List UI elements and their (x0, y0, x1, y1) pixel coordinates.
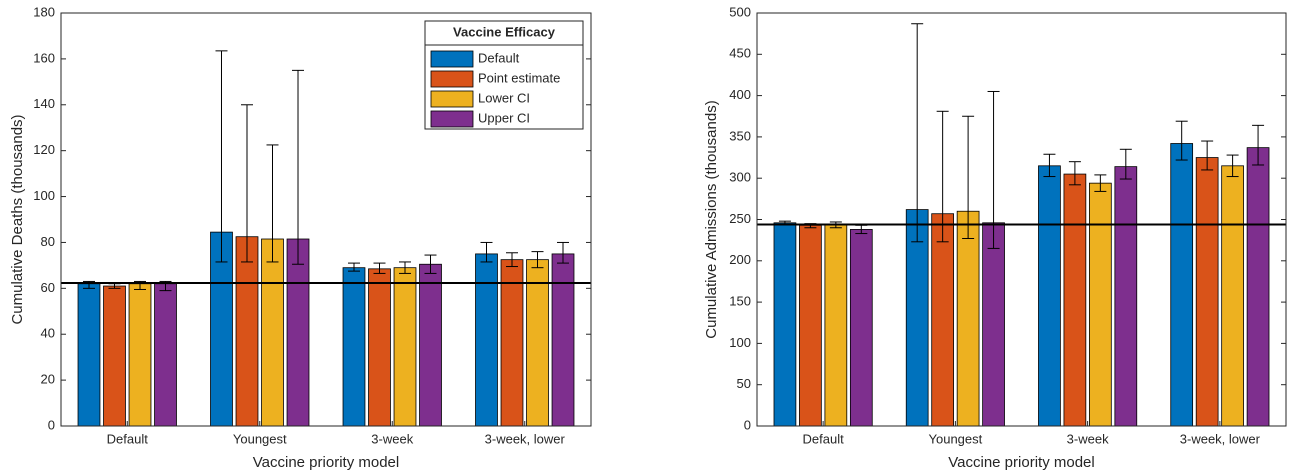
x-tick-label: Youngest (929, 431, 983, 446)
error-bar (911, 23, 924, 243)
error-bar (347, 262, 360, 272)
y-tick-label: 0 (48, 417, 55, 432)
bar (393, 267, 417, 427)
legend-title: Vaccine Efficacy (453, 24, 556, 39)
bar (1246, 147, 1270, 427)
bar (773, 222, 797, 427)
y-tick-label: 250 (729, 211, 751, 226)
x-axis-label: Vaccine priority model (948, 454, 1094, 471)
error-bar (531, 251, 544, 269)
bar (286, 238, 310, 427)
bar (1195, 157, 1219, 427)
y-tick-label: 400 (729, 87, 751, 102)
bar (1038, 165, 1061, 427)
y-tick-label: 100 (33, 188, 55, 203)
bar (368, 268, 391, 427)
bar (824, 224, 848, 427)
bar (475, 253, 498, 427)
bar (154, 283, 177, 427)
y-tick-label: 350 (729, 128, 751, 143)
x-tick-label: Default (107, 431, 149, 446)
error-bar (1175, 120, 1188, 161)
error-bar (936, 110, 949, 243)
bar (1063, 173, 1087, 427)
bar (1089, 182, 1112, 427)
error-bar (557, 241, 570, 264)
error-bar (292, 69, 305, 265)
bar (342, 267, 366, 427)
legend-swatch (430, 50, 474, 68)
x-tick-label: 3-week, lower (485, 431, 566, 446)
error-bar (266, 144, 279, 263)
y-tick-label: 450 (729, 46, 751, 61)
error-bar (1068, 161, 1081, 186)
y-tick-label: 300 (729, 170, 751, 185)
y-tick-label: 80 (41, 234, 55, 249)
bar (849, 229, 873, 427)
bar (77, 283, 101, 427)
y-tick-label: 180 (33, 4, 55, 19)
bar (261, 238, 284, 427)
error-bar (215, 50, 228, 263)
bar (799, 224, 822, 427)
legend-label: Upper CI (478, 110, 530, 125)
legend-swatch (430, 110, 474, 128)
legend-swatch (430, 90, 474, 108)
error-bar (505, 252, 518, 268)
x-tick-label: 3-week (1067, 431, 1109, 446)
bar (956, 210, 980, 427)
bar (931, 213, 954, 427)
bar (526, 259, 549, 427)
legend-label: Lower CI (478, 90, 530, 105)
bar (419, 263, 442, 427)
y-tick-label: 0 (744, 417, 751, 432)
error-bar (1252, 124, 1265, 166)
y-axis-label: Cumulative Admissions (thousands) (703, 100, 720, 338)
y-tick-label: 140 (33, 96, 55, 111)
bar (551, 253, 575, 427)
x-tick-label: Default (803, 431, 845, 446)
y-tick-label: 60 (41, 280, 55, 295)
bar (1114, 166, 1138, 427)
bar (103, 285, 126, 427)
y-tick-label: 50 (737, 376, 751, 391)
legend-label: Default (478, 50, 520, 65)
error-bar (1094, 174, 1107, 192)
y-tick-label: 160 (33, 50, 55, 65)
axes-box (756, 12, 1287, 427)
y-tick-label: 20 (41, 372, 55, 387)
error-bar (1226, 154, 1239, 178)
bar (235, 236, 259, 427)
y-axis-label: Cumulative Deaths (thousands) (9, 114, 26, 324)
axes-box (60, 12, 592, 427)
y-tick-label: 100 (729, 335, 751, 350)
x-tick-label: Youngest (233, 431, 287, 446)
error-bar (1201, 140, 1214, 171)
legend-swatch (430, 70, 474, 88)
error-bar (987, 90, 1000, 249)
error-bar (962, 115, 975, 239)
legend-label: Point estimate (478, 70, 560, 85)
error-bar (1119, 148, 1132, 180)
bar (1170, 143, 1194, 427)
y-tick-label: 120 (33, 142, 55, 157)
y-tick-label: 40 (41, 326, 55, 341)
bar (500, 259, 524, 427)
error-bar (1043, 153, 1056, 178)
bar (128, 283, 152, 427)
y-tick-label: 150 (729, 294, 751, 309)
bar (982, 222, 1005, 427)
bar (1221, 165, 1244, 427)
x-tick-label: 3-week, lower (1180, 431, 1261, 446)
y-tick-label: 200 (729, 252, 751, 267)
error-bar (399, 261, 412, 274)
x-axis-label: Vaccine priority model (253, 454, 399, 471)
y-tick-label: 500 (729, 4, 751, 19)
error-bar (480, 241, 493, 263)
error-bar (240, 104, 253, 263)
error-bar (373, 262, 386, 274)
error-bar (424, 254, 437, 274)
x-tick-label: 3-week (371, 431, 413, 446)
